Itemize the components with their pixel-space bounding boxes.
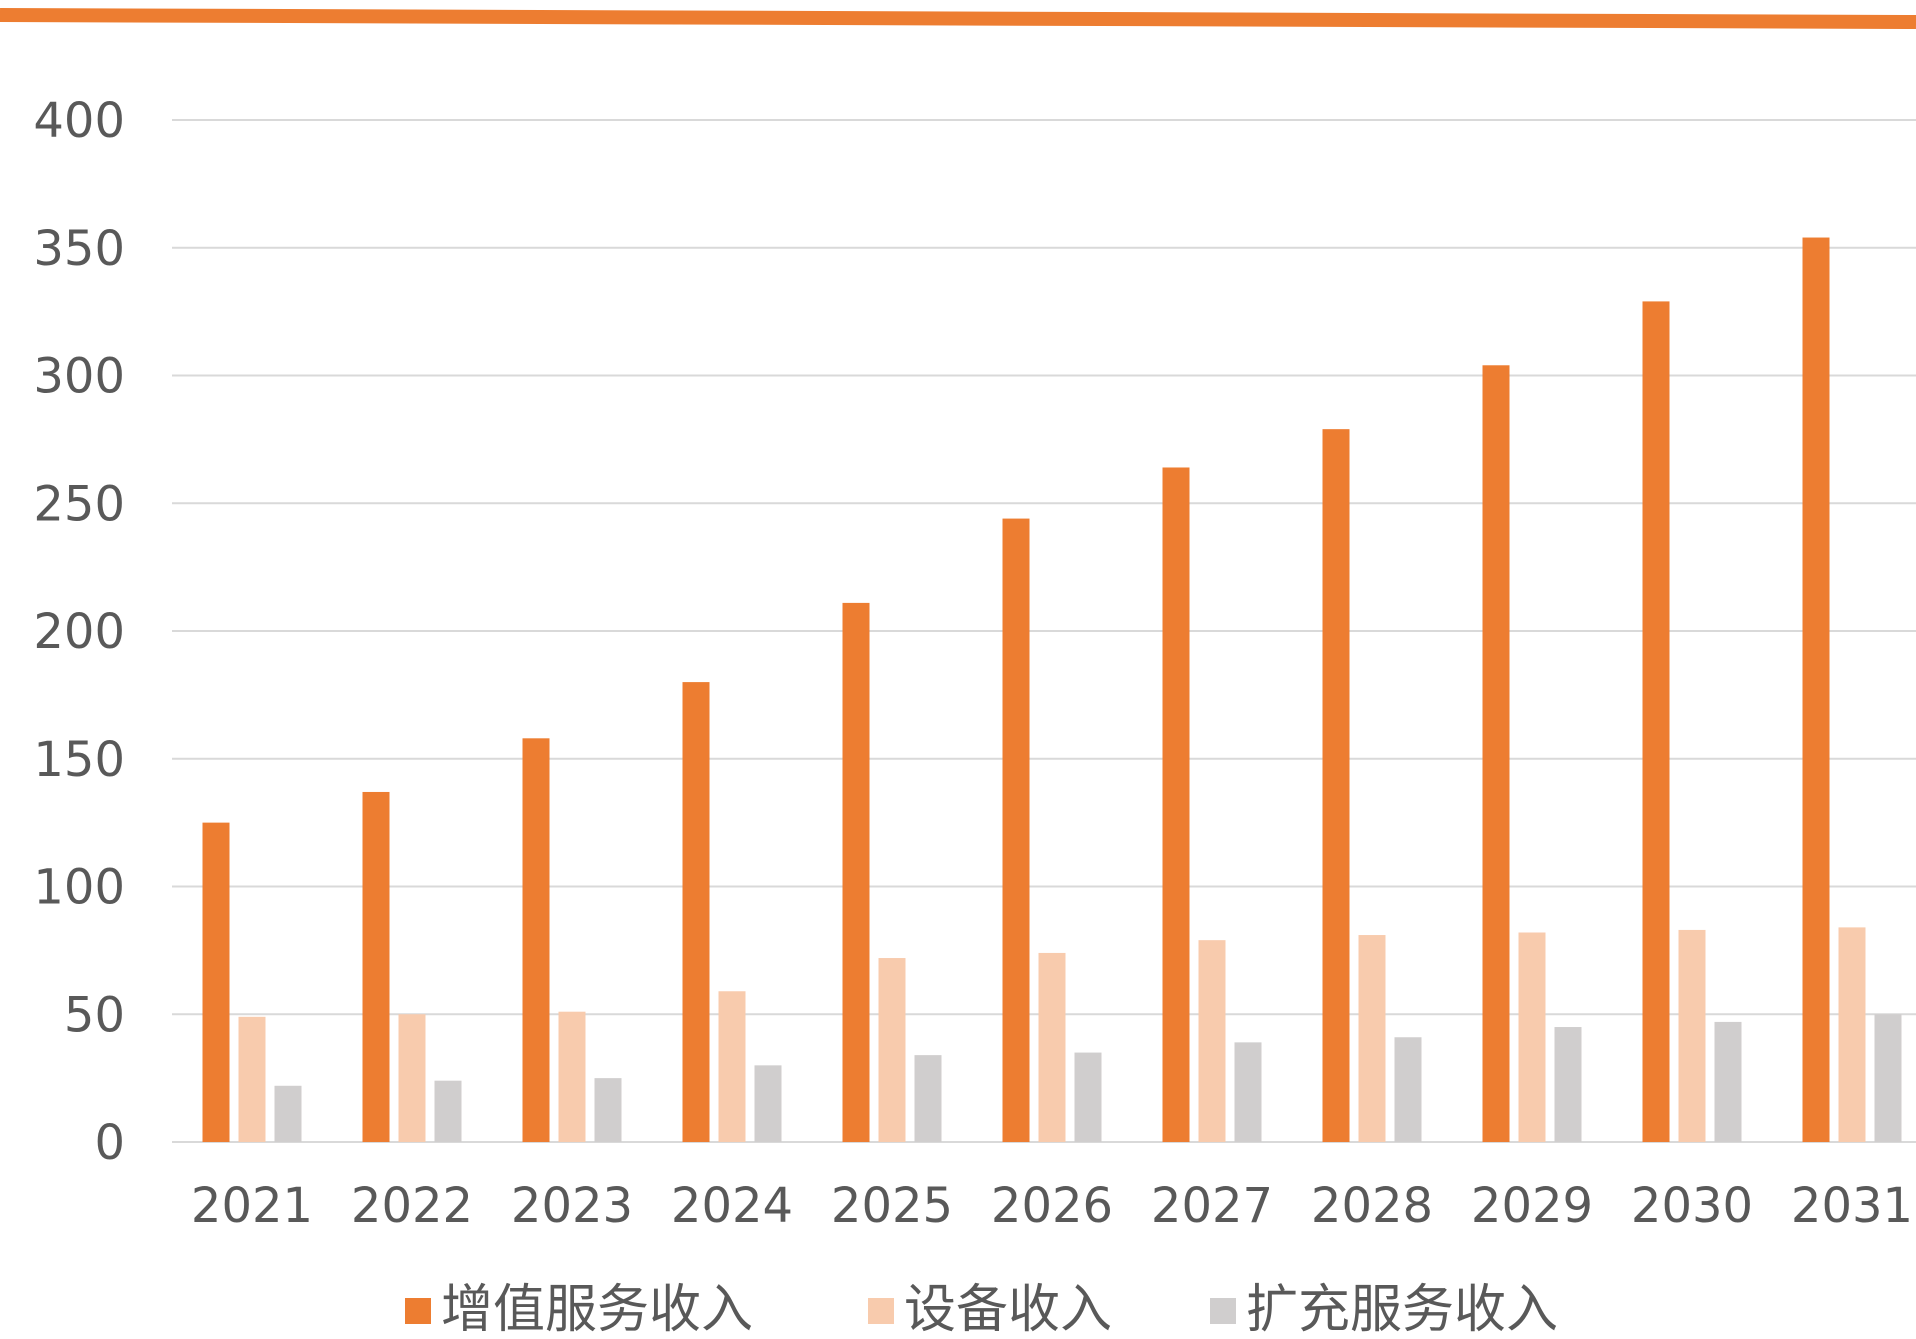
bar-3 <box>1874 1014 1902 1142</box>
legend: 增值服务收入 设备收入 扩充服务收入 <box>405 1280 1558 1339</box>
bar-2 <box>1198 940 1226 1142</box>
y-tick-label: 100 <box>33 860 125 916</box>
legend-swatch <box>868 1298 894 1324</box>
bar-2 <box>1038 952 1066 1142</box>
bar-3 <box>1714 1021 1742 1142</box>
bar-2 <box>398 1014 426 1142</box>
bar-3 <box>274 1085 302 1142</box>
y-tick-label: 300 <box>33 349 125 405</box>
y-axis: 0 50 100 150 200 250 300 350 400 <box>33 93 125 1171</box>
y-tick-label: 250 <box>33 476 125 532</box>
x-tick-label: 2024 <box>671 1178 793 1234</box>
bar-1 <box>1802 237 1830 1142</box>
x-axis: 2021 2022 2023 2024 2025 2026 2027 2028 2029 2030… <box>191 1178 1913 1234</box>
bar-3 <box>434 1080 462 1142</box>
bar-3 <box>754 1065 782 1142</box>
x-tick-label: 2029 <box>1471 1178 1593 1234</box>
bar-1 <box>362 791 390 1142</box>
bar-1 <box>1482 365 1510 1142</box>
bar-2 <box>1838 927 1866 1142</box>
bar-3 <box>914 1055 942 1142</box>
bar-2 <box>238 1016 266 1142</box>
top-accent-rule <box>0 8 1916 29</box>
x-tick-label: 2027 <box>1151 1178 1273 1234</box>
x-tick-label: 2021 <box>191 1178 313 1234</box>
x-tick-label: 2022 <box>351 1178 473 1234</box>
bar-1 <box>522 738 550 1142</box>
bar-3 <box>1394 1037 1422 1142</box>
bar-1 <box>202 822 230 1142</box>
x-tick-label: 2028 <box>1311 1178 1433 1234</box>
legend-label: 增值服务收入 <box>441 1280 753 1339</box>
bar-2 <box>1358 935 1386 1142</box>
bar-2 <box>718 991 746 1142</box>
bar-1 <box>1002 518 1030 1142</box>
legend-label: 设备收入 <box>904 1280 1112 1339</box>
bar-3 <box>594 1078 622 1142</box>
bar-2 <box>1678 929 1706 1142</box>
y-tick-label: 0 <box>94 1115 125 1171</box>
bar-1 <box>1642 301 1670 1142</box>
legend-swatch <box>1210 1298 1236 1324</box>
x-tick-label: 2023 <box>511 1178 633 1234</box>
x-tick-label: 2026 <box>991 1178 1113 1234</box>
bar-1 <box>842 602 870 1142</box>
bar-3 <box>1234 1042 1262 1142</box>
x-tick-label: 2025 <box>831 1178 953 1234</box>
y-tick-label: 400 <box>33 93 125 149</box>
bars <box>202 237 1902 1143</box>
bar-2 <box>878 958 906 1142</box>
y-tick-label: 200 <box>33 604 125 660</box>
gridlines <box>172 119 1916 1143</box>
bar-1 <box>1322 429 1350 1142</box>
y-tick-label: 350 <box>33 221 125 277</box>
y-tick-label: 50 <box>64 987 125 1043</box>
bar-2 <box>558 1011 586 1142</box>
x-tick-label: 2030 <box>1631 1178 1753 1234</box>
x-tick-label: 2031 <box>1791 1178 1913 1234</box>
bar-2 <box>1518 932 1546 1142</box>
y-tick-label: 150 <box>33 732 125 788</box>
legend-swatch <box>405 1298 431 1324</box>
legend-label: 扩充服务收入 <box>1246 1280 1558 1339</box>
bar-3 <box>1074 1052 1102 1142</box>
bar-1 <box>1162 467 1190 1143</box>
bar-1 <box>682 682 710 1142</box>
bar-3 <box>1554 1027 1582 1142</box>
